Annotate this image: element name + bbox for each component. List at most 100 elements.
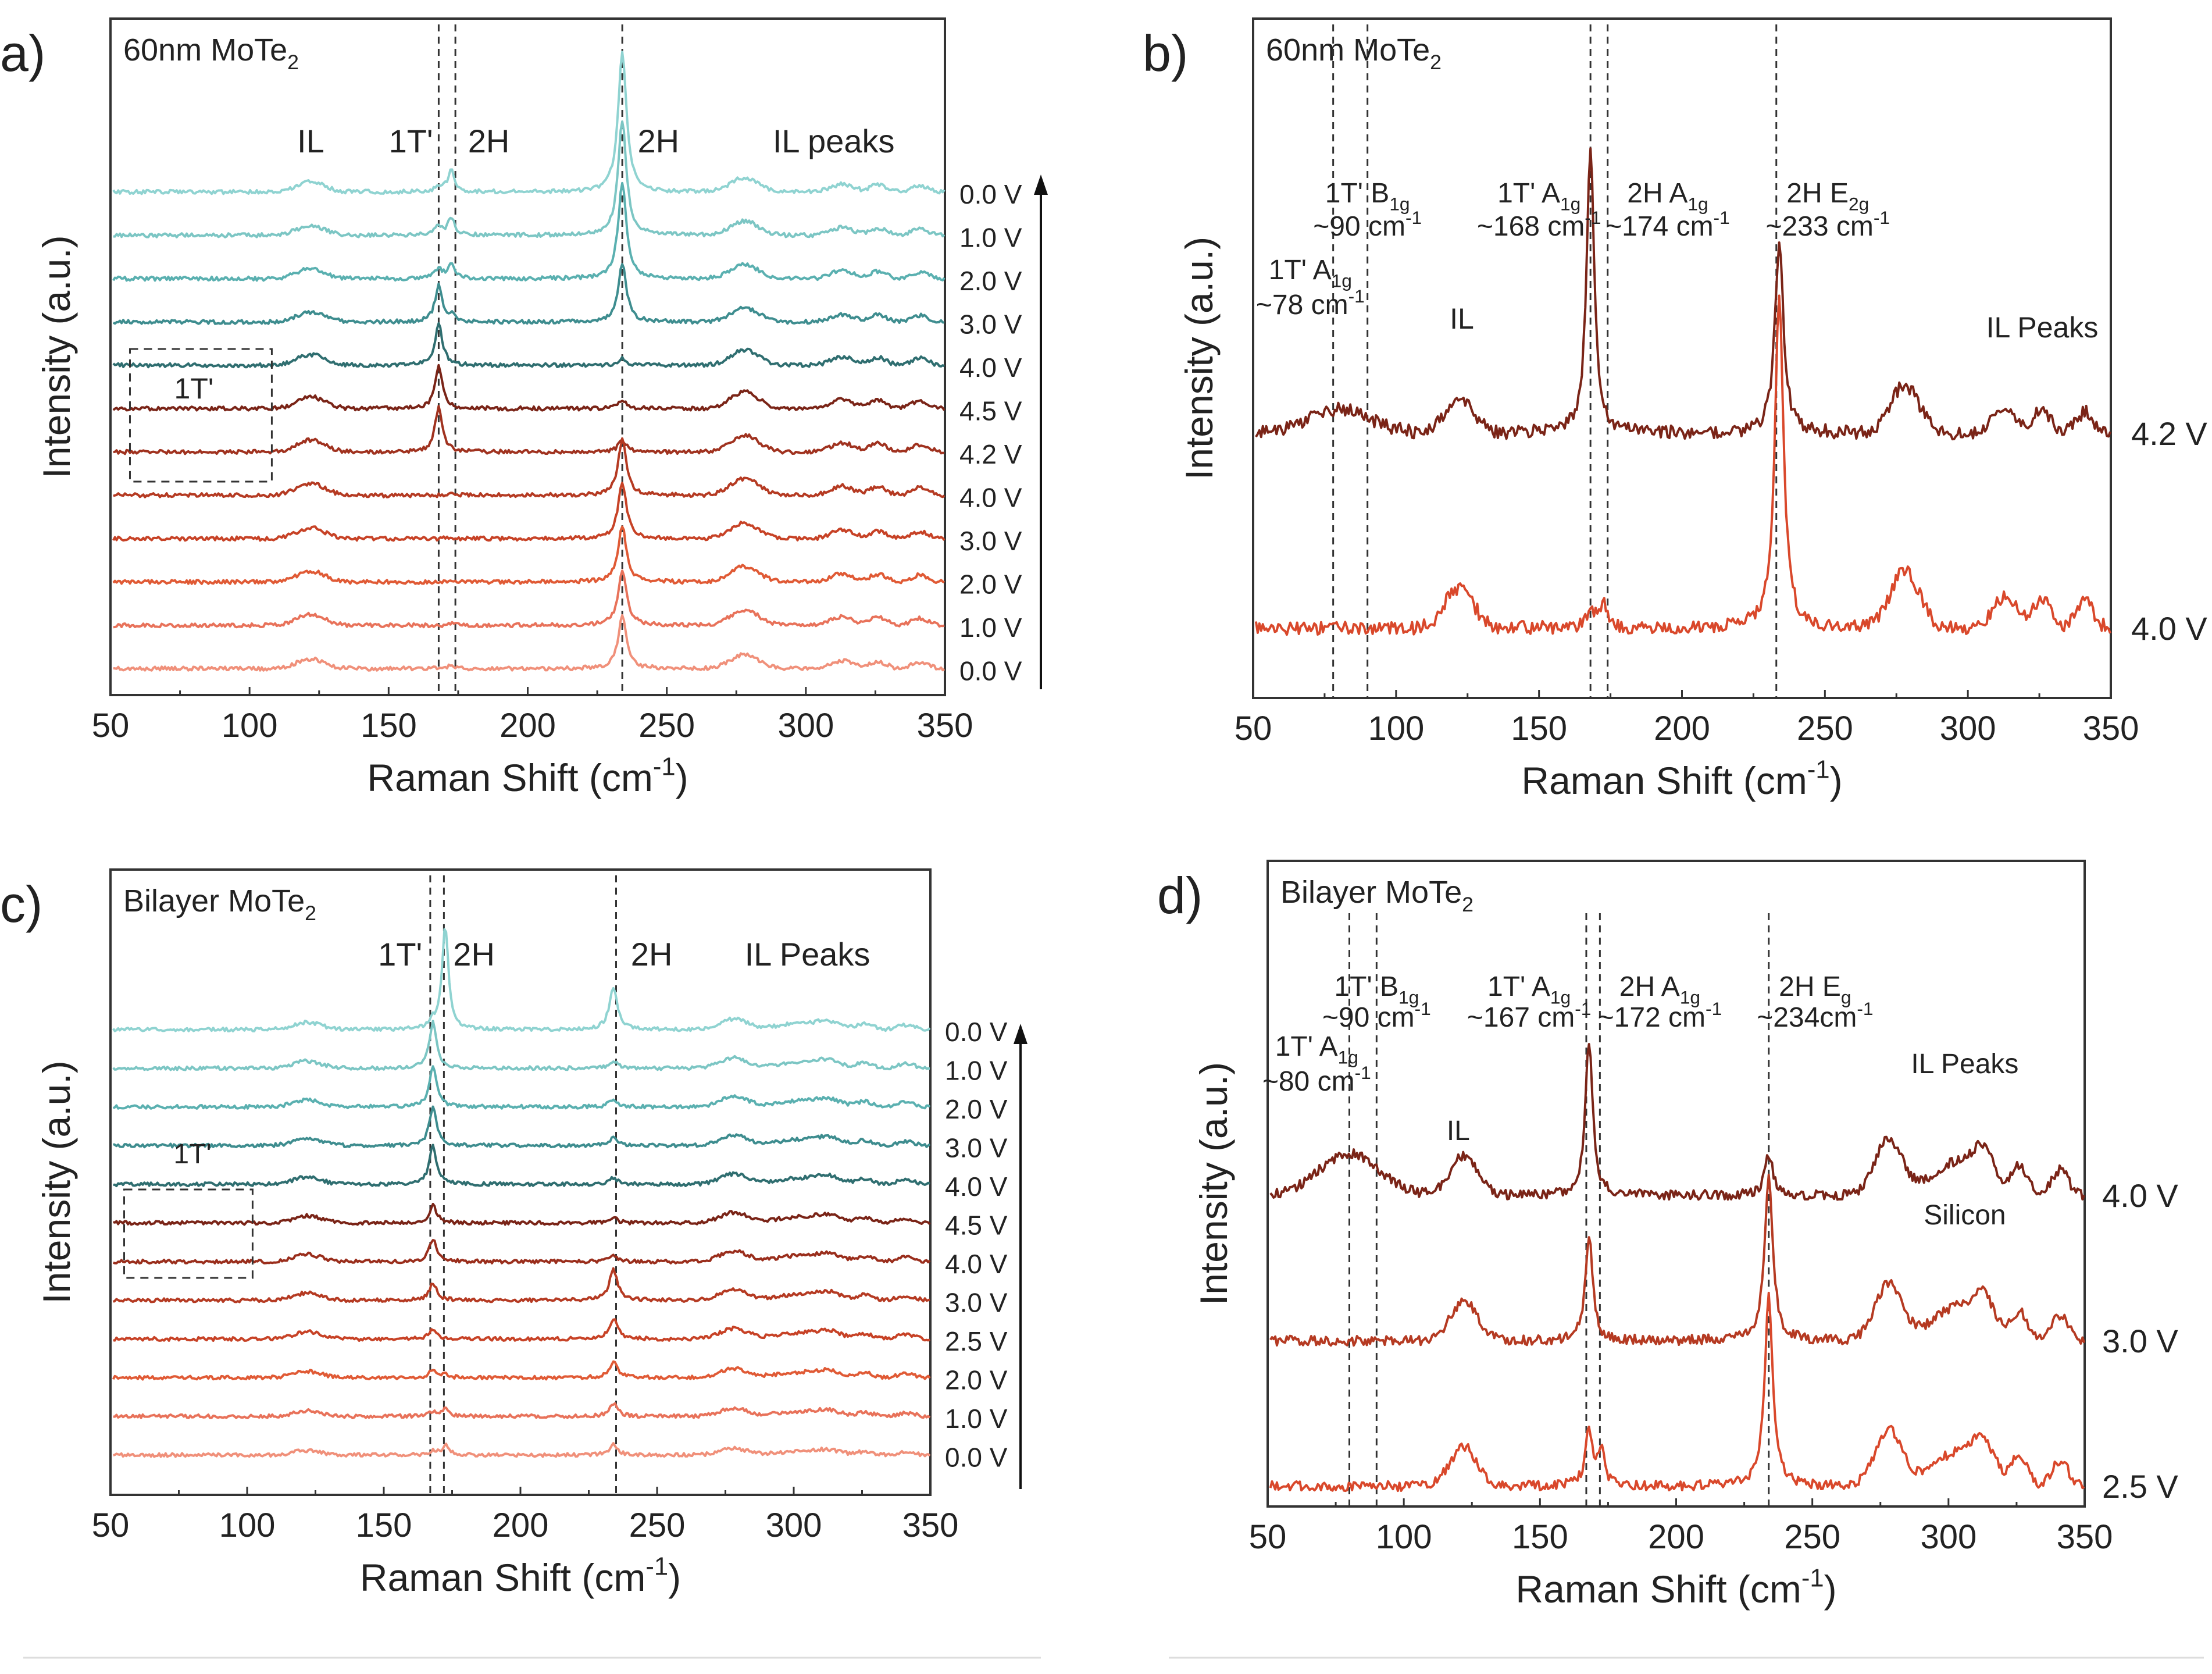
series-line <box>113 1442 931 1458</box>
peak-annotation-name-part: 1T' A <box>1497 178 1560 209</box>
x-tick-label: 250 <box>1784 1518 1840 1556</box>
panel-label: c) <box>0 875 42 933</box>
series-label: 4.2 V <box>959 439 1022 469</box>
peak-label: 2H <box>631 936 673 973</box>
series-label: 2.0 V <box>959 569 1022 600</box>
series-label: 3.0 V <box>945 1288 1008 1318</box>
phase-box-label: 1T' <box>173 1139 211 1170</box>
series-label: 3.0 V <box>945 1133 1008 1163</box>
panel-label: a) <box>0 24 45 82</box>
series-line <box>112 51 946 195</box>
peak-annotation-name-part: 2H A <box>1627 178 1687 209</box>
panel-label: d) <box>1157 867 1203 924</box>
peak-annotation-name-part: 1T' A <box>1487 971 1550 1002</box>
x-tick-label: 100 <box>1376 1518 1432 1556</box>
series-label: 2.5 V <box>2102 1468 2178 1505</box>
series-label: 1.0 V <box>959 612 1022 643</box>
series-line <box>112 181 946 282</box>
y-axis-label: Intensity (a.u.) <box>35 235 78 478</box>
phase-box <box>123 1188 254 1279</box>
sample-label-part: 2 <box>1462 893 1474 916</box>
series-label: 0.0 V <box>945 1017 1008 1047</box>
sample-label: 60nm MoTe2 <box>1266 33 1442 74</box>
x-tick-label: 200 <box>500 707 556 745</box>
voltage-arrow-head <box>1034 174 1048 195</box>
x-axis-label: Raman Shift (cm-1) <box>1515 1564 1836 1611</box>
peak-annotation-shift-part: -1 <box>1706 998 1722 1019</box>
y-axis-label: Intensity (a.u.) <box>1178 237 1221 480</box>
x-tick-label: 300 <box>777 707 834 745</box>
x-tick-label: 100 <box>222 707 278 745</box>
sample-label-part: 60nm MoTe <box>123 33 287 67</box>
series-line <box>113 405 945 455</box>
peak-annotation-name-part: 1g <box>1389 193 1410 214</box>
sample-label-part: 2 <box>287 51 299 74</box>
peak-annotation-name: 2H A1g <box>1619 971 1700 1007</box>
series-label: 2.5 V <box>945 1326 1008 1356</box>
x-tick-label: 350 <box>902 1506 959 1544</box>
peak-annotation-name-part: 1T' A <box>1269 255 1332 286</box>
series-label: 4.0 V <box>945 1171 1008 1202</box>
peak-annotation-shift-part: ~234cm <box>1757 1002 1857 1033</box>
x-tick-label: 200 <box>1648 1518 1704 1556</box>
peak-annotation-name: 1T' A1g <box>1487 971 1571 1007</box>
sample-label: 60nm MoTe2 <box>123 33 299 74</box>
series-label: 0.0 V <box>945 1443 1008 1473</box>
peak-annotation-shift-part: ~174 cm <box>1606 211 1713 242</box>
series-line <box>112 364 946 412</box>
peak-annotation-name-part: 1g <box>1398 986 1419 1007</box>
series-line <box>112 1105 931 1149</box>
x-tick-label: 250 <box>638 707 695 745</box>
il-label: IL <box>1450 302 1474 335</box>
x-axis-label-part: ) <box>1824 1568 1837 1611</box>
peak-label: 2H <box>453 936 495 973</box>
plot-frame <box>1252 17 2112 699</box>
series-line <box>113 120 946 238</box>
x-axis-label-part: Raman Shift (cm <box>1515 1568 1801 1611</box>
peak-annotation-name: 1T' B1g <box>1334 971 1419 1007</box>
series-label: 4.0 V <box>959 352 1022 383</box>
x-axis-label-part: ) <box>1830 759 1843 802</box>
peak-annotation-name-part: 2H E <box>1779 971 1841 1002</box>
series-line <box>112 482 946 542</box>
peak-annotation-name-part: 2H E <box>1786 178 1849 209</box>
x-tick-label: 150 <box>1512 1518 1568 1556</box>
x-tick-label: 250 <box>629 1506 686 1544</box>
series-label: 0.0 V <box>959 179 1022 209</box>
x-tick-label: 100 <box>1368 710 1424 747</box>
sample-label-part: Bilayer MoTe <box>1280 875 1462 910</box>
plot-frame <box>109 17 946 696</box>
series-line <box>113 1239 931 1265</box>
peak-annotation-shift: ~90 cm-1 <box>1322 998 1431 1033</box>
peak-annotation-shift-part: ~90 cm <box>1313 211 1405 242</box>
peak-annotation-shift-part: ~90 cm <box>1322 1002 1415 1033</box>
x-axis-label: Raman Shift (cm-1) <box>1521 756 1842 802</box>
peak-annotation-shift: ~168 cm-1 <box>1477 207 1601 242</box>
x-axis-label-part: Raman Shift (cm <box>360 1556 645 1599</box>
peak-annotation-name: 1T' A1g <box>1497 178 1580 214</box>
sample-label-part: 2 <box>305 902 316 925</box>
peak-annotation-name: 1T' B1g <box>1325 178 1410 214</box>
phase-box <box>129 348 273 483</box>
panel-c: 50 100 150 200 250 300 350 Raman Shift (cm-1) In… <box>0 868 1027 1599</box>
series-label: 1.0 V <box>959 223 1022 253</box>
x-tick-label: 300 <box>1920 1518 1976 1556</box>
peak-annotation-name-part: 1g <box>1332 270 1352 291</box>
y-axis-label: Intensity (a.u.) <box>1192 1062 1235 1305</box>
peak-annotation-shift-part: ~80 cm <box>1262 1066 1355 1097</box>
peak-annotation-shift: ~78 cm-1 <box>1256 286 1365 320</box>
peak-annotation-name-part: 1T' B <box>1325 178 1390 209</box>
peak-label: IL Peaks <box>745 936 870 973</box>
sample-label: Bilayer MoTe2 <box>123 884 316 925</box>
x-tick-label: 150 <box>361 707 417 745</box>
series-label: 2.0 V <box>959 266 1022 296</box>
series-line <box>1269 1291 2085 1493</box>
peak-annotation-shift-part: ~168 cm <box>1477 211 1585 242</box>
series-label: 4.5 V <box>959 396 1022 426</box>
peak-annotation-shift-part: ~78 cm <box>1256 290 1348 320</box>
peak-annotation-name-part: 1g <box>1687 193 1708 214</box>
il-peaks-label: IL Peaks <box>1911 1049 2018 1080</box>
x-tick-label: 100 <box>219 1506 276 1544</box>
